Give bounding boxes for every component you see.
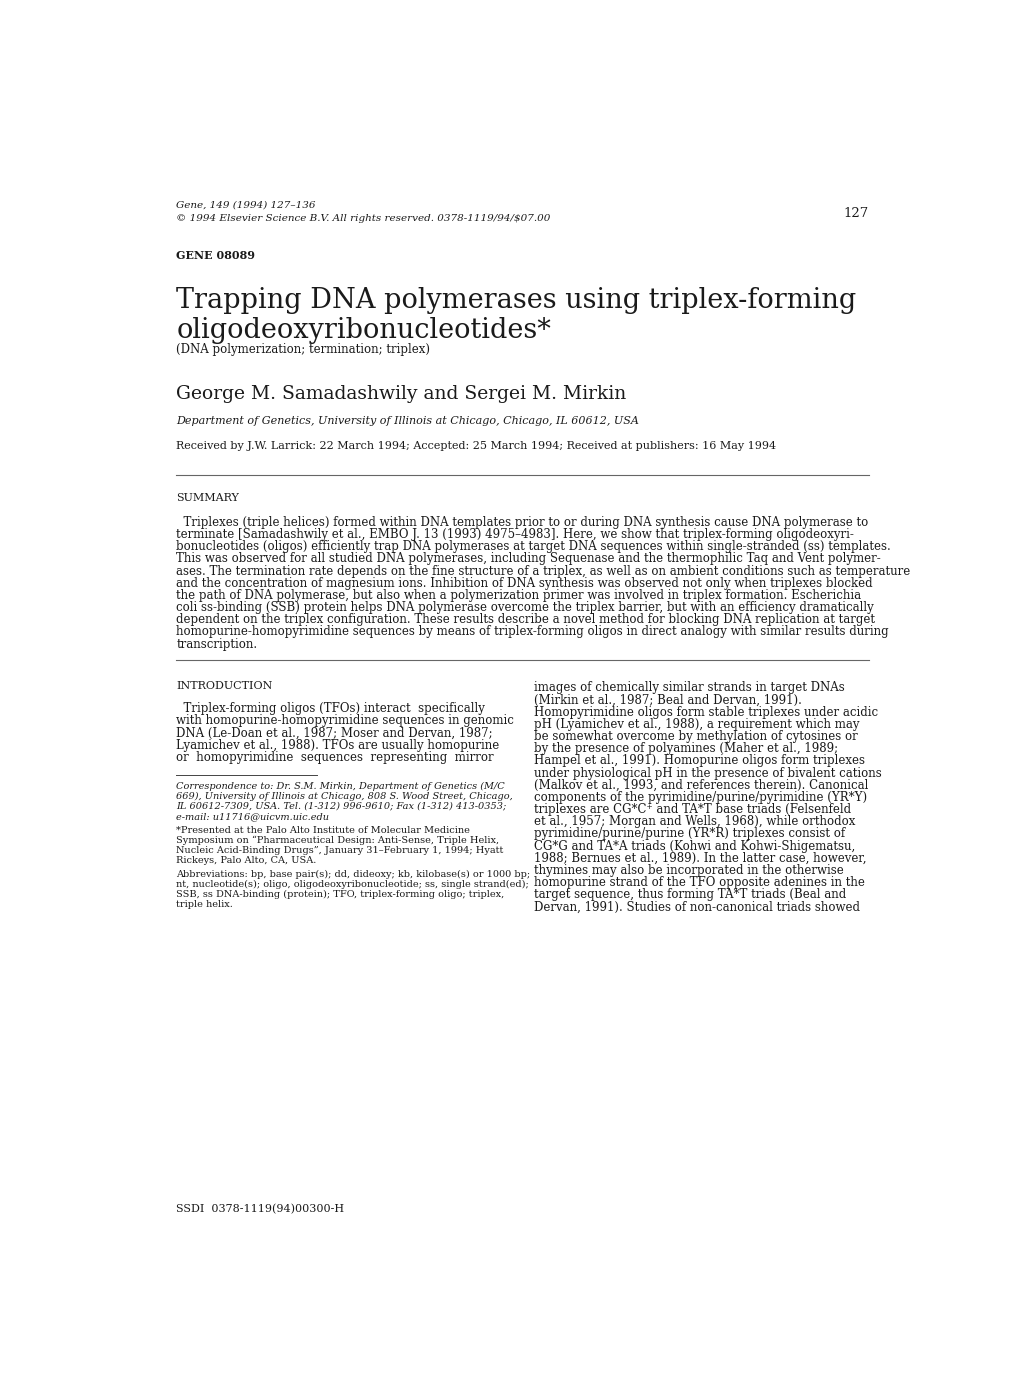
Text: SSDI  0378-1119(94)00300-H: SSDI 0378-1119(94)00300-H xyxy=(176,1203,344,1214)
Text: (Malkov et al., 1993, and references therein). Canonical: (Malkov et al., 1993, and references the… xyxy=(533,778,867,792)
Text: e-mail: u11716@uicvm.uic.edu: e-mail: u11716@uicvm.uic.edu xyxy=(176,811,329,821)
Text: triplexes are CG*C⁺ and TA*T base triads (Felsenfeld: triplexes are CG*C⁺ and TA*T base triads… xyxy=(533,803,850,816)
Text: pyrimidine/purine/purine (YR*R) triplexes consist of: pyrimidine/purine/purine (YR*R) triplexe… xyxy=(533,828,844,840)
Text: thymines may also be incorporated in the otherwise: thymines may also be incorporated in the… xyxy=(533,864,843,876)
Text: GENE 08089: GENE 08089 xyxy=(176,250,255,261)
Text: Correspondence to: Dr. S.M. Mirkin, Department of Genetics (M/C: Correspondence to: Dr. S.M. Mirkin, Depa… xyxy=(176,782,504,791)
Text: 669), University of Illinois at Chicago, 808 S. Wood Street, Chicago,: 669), University of Illinois at Chicago,… xyxy=(176,792,513,802)
Text: target sequence, thus forming TA*T triads (Beal and: target sequence, thus forming TA*T triad… xyxy=(533,889,845,901)
Text: transcription.: transcription. xyxy=(176,638,257,650)
Text: homopurine strand of the TFO opposite adenines in the: homopurine strand of the TFO opposite ad… xyxy=(533,876,864,889)
Text: © 1994 Elsevier Science B.V. All rights reserved. 0378-1119/94/$07.00: © 1994 Elsevier Science B.V. All rights … xyxy=(176,214,550,222)
Text: Triplex-forming oligos (TFOs) interact  specifically: Triplex-forming oligos (TFOs) interact s… xyxy=(176,702,485,715)
Text: Nucleic Acid-Binding Drugs”, January 31–February 1, 1994; Hyatt: Nucleic Acid-Binding Drugs”, January 31–… xyxy=(176,846,503,856)
Text: Triplexes (triple helices) formed within DNA templates prior to or during DNA sy: Triplexes (triple helices) formed within… xyxy=(176,516,868,529)
Text: Rickeys, Palo Alto, CA, USA.: Rickeys, Palo Alto, CA, USA. xyxy=(176,856,316,865)
Text: or  homopyrimidine  sequences  representing  mirror: or homopyrimidine sequences representing… xyxy=(176,751,493,763)
Text: (Mirkin et al., 1987; Beal and Dervan, 1991).: (Mirkin et al., 1987; Beal and Dervan, 1… xyxy=(533,694,801,707)
Text: CG*G and TA*A triads (Kohwi and Kohwi-Shigematsu,: CG*G and TA*A triads (Kohwi and Kohwi-Sh… xyxy=(533,839,854,853)
Text: Homopyrimidine oligos form stable triplexes under acidic: Homopyrimidine oligos form stable triple… xyxy=(533,705,877,719)
Text: ases. The termination rate depends on the fine structure of a triplex, as well a: ases. The termination rate depends on th… xyxy=(176,564,910,578)
Text: oligodeoxyribonucleotides*: oligodeoxyribonucleotides* xyxy=(176,316,550,344)
Text: Received by J.W. Larrick: 22 March 1994; Accepted: 25 March 1994; Received at pu: Received by J.W. Larrick: 22 March 1994;… xyxy=(176,442,775,451)
Text: homopurine-homopyrimidine sequences by means of triplex-forming oligos in direct: homopurine-homopyrimidine sequences by m… xyxy=(176,625,889,639)
Text: Dervan, 1991). Studies of non-canonical triads showed: Dervan, 1991). Studies of non-canonical … xyxy=(533,900,859,914)
Text: triple helix.: triple helix. xyxy=(176,900,233,909)
Text: bonucleotides (oligos) efficiently trap DNA polymerases at target DNA sequences : bonucleotides (oligos) efficiently trap … xyxy=(176,541,891,553)
Text: SSB, ss DNA-binding (protein); TFO, triplex-forming oligo; triplex,: SSB, ss DNA-binding (protein); TFO, trip… xyxy=(176,890,504,900)
Text: Gene, 149 (1994) 127–136: Gene, 149 (1994) 127–136 xyxy=(176,200,316,210)
Text: nt, nucleotide(s); oligo, oligodeoxyribonucleotide; ss, single strand(ed);: nt, nucleotide(s); oligo, oligodeoxyribo… xyxy=(176,880,529,889)
Text: Abbreviations: bp, base pair(s); dd, dideoxy; kb, kilobase(s) or 1000 bp;: Abbreviations: bp, base pair(s); dd, did… xyxy=(176,871,530,879)
Text: Hampel et al., 1991). Homopurine oligos form triplexes: Hampel et al., 1991). Homopurine oligos … xyxy=(533,755,864,767)
Text: pH (Lyamichev et al., 1988), a requirement which may: pH (Lyamichev et al., 1988), a requireme… xyxy=(533,718,858,731)
Text: SUMMARY: SUMMARY xyxy=(176,493,239,502)
Text: by the presence of polyamines (Maher et al., 1989;: by the presence of polyamines (Maher et … xyxy=(533,742,837,755)
Text: with homopurine-homopyrimidine sequences in genomic: with homopurine-homopyrimidine sequences… xyxy=(176,715,514,727)
Text: Department of Genetics, University of Illinois at Chicago, Chicago, IL 60612, US: Department of Genetics, University of Il… xyxy=(176,415,639,426)
Text: and the concentration of magnesium ions. Inhibition of DNA synthesis was observe: and the concentration of magnesium ions.… xyxy=(176,577,872,589)
Text: *Presented at the Palo Alto Institute of Molecular Medicine: *Presented at the Palo Alto Institute of… xyxy=(176,827,470,835)
Text: the path of DNA polymerase, but also when a polymerization primer was involved i: the path of DNA polymerase, but also whe… xyxy=(176,589,861,602)
Text: IL 60612-7309, USA. Tel. (1-312) 996-9610; Fax (1-312) 413-0353;: IL 60612-7309, USA. Tel. (1-312) 996-961… xyxy=(176,802,506,811)
Text: DNA (Le-Doan et al., 1987; Moser and Dervan, 1987;: DNA (Le-Doan et al., 1987; Moser and Der… xyxy=(176,726,492,740)
Text: dependent on the triplex configuration. These results describe a novel method fo: dependent on the triplex configuration. … xyxy=(176,613,874,627)
Text: Trapping DNA polymerases using triplex-forming: Trapping DNA polymerases using triplex-f… xyxy=(176,287,856,315)
Text: et al., 1957; Morgan and Wells, 1968), while orthodox: et al., 1957; Morgan and Wells, 1968), w… xyxy=(533,816,854,828)
Text: 127: 127 xyxy=(843,207,868,219)
Text: 1988; Bernues et al., 1989). In the latter case, however,: 1988; Bernues et al., 1989). In the latt… xyxy=(533,851,865,865)
Text: Symposium on “Pharmaceutical Design: Anti-Sense, Triple Helix,: Symposium on “Pharmaceutical Design: Ant… xyxy=(176,836,499,846)
Text: coli ss-binding (SSB) protein helps DNA polymerase overcome the triplex barrier,: coli ss-binding (SSB) protein helps DNA … xyxy=(176,602,873,614)
Text: under physiological pH in the presence of bivalent cations: under physiological pH in the presence o… xyxy=(533,766,880,780)
Text: images of chemically similar strands in target DNAs: images of chemically similar strands in … xyxy=(533,682,844,694)
Text: INTRODUCTION: INTRODUCTION xyxy=(176,682,272,691)
Text: George M. Samadashwily and Sergei M. Mirkin: George M. Samadashwily and Sergei M. Mir… xyxy=(176,385,626,403)
Text: (DNA polymerization; termination; triplex): (DNA polymerization; termination; triple… xyxy=(176,342,430,356)
Text: components of the pyrimidine/purine/pyrimidine (YR*Y): components of the pyrimidine/purine/pyri… xyxy=(533,791,866,803)
Text: terminate [Samadashwily et al., EMBO J. 13 (1993) 4975–4983]. Here, we show that: terminate [Samadashwily et al., EMBO J. … xyxy=(176,529,853,541)
Text: This was observed for all studied DNA polymerases, including Sequenase and the t: This was observed for all studied DNA po… xyxy=(176,552,880,566)
Text: be somewhat overcome by methylation of cytosines or: be somewhat overcome by methylation of c… xyxy=(533,730,857,742)
Text: Lyamichev et al., 1988). TFOs are usually homopurine: Lyamichev et al., 1988). TFOs are usuall… xyxy=(176,738,499,752)
